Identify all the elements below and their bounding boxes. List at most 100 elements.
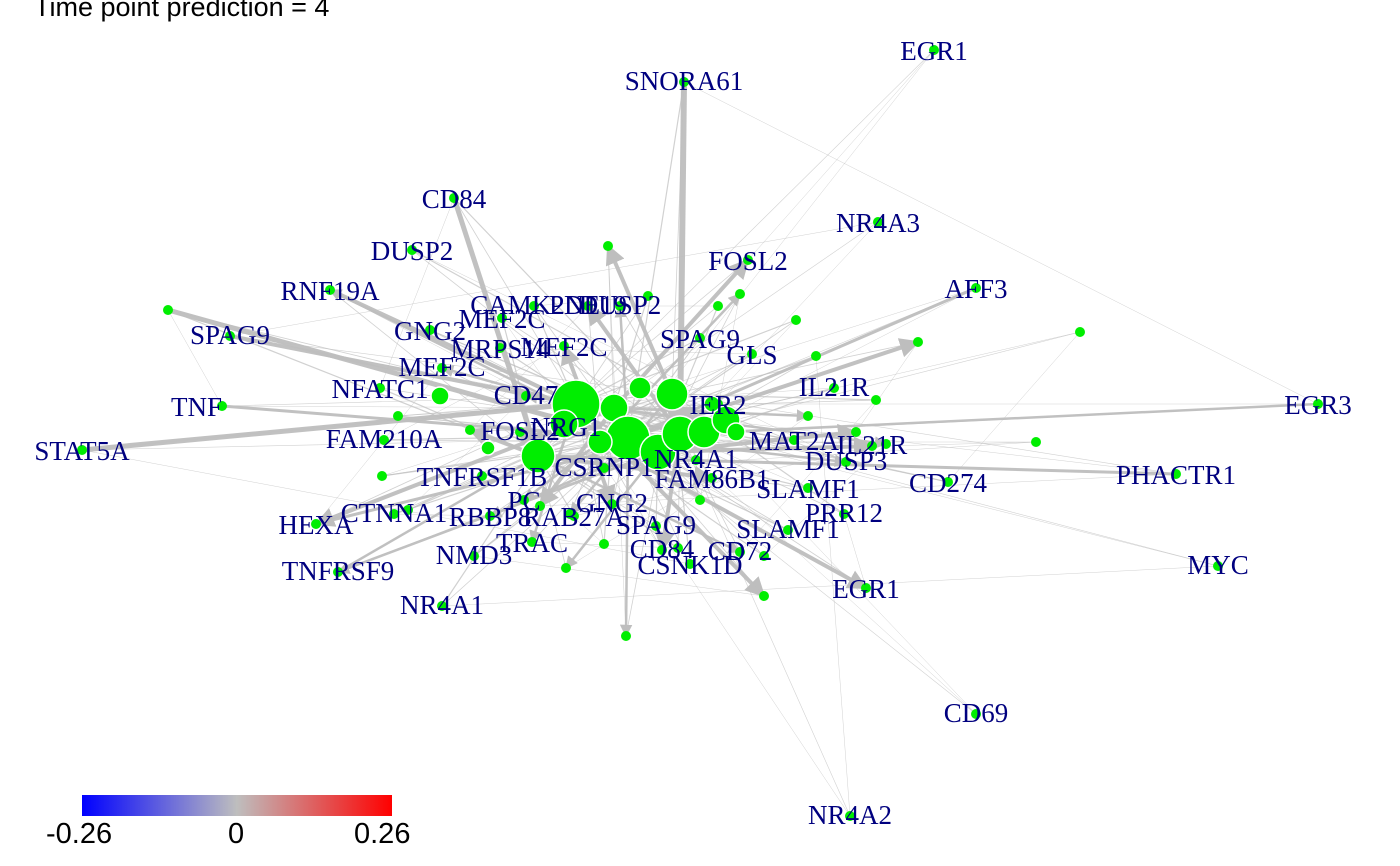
gene-label: NR4A1: [400, 590, 484, 620]
gene-label: SLAMF1: [736, 514, 840, 544]
gene-node: [621, 631, 631, 641]
gene-label: IER2: [690, 390, 747, 420]
gene-label: EGR3: [1284, 390, 1352, 420]
edge: [481, 441, 1037, 477]
edge: [441, 437, 629, 607]
gene-node: [389, 509, 399, 519]
gene-node: [561, 563, 571, 573]
edge: [441, 565, 1219, 607]
edge: [489, 441, 601, 517]
gene-hub-node: [628, 376, 652, 400]
gene-label: NR4A1: [654, 444, 738, 474]
gene-node: [529, 301, 539, 311]
edge: [315, 403, 577, 525]
gene-node: [599, 539, 609, 549]
gene-node: [759, 551, 769, 561]
plot-title: Time point prediction = 4: [34, 0, 330, 22]
gene-node: [519, 495, 529, 505]
edge: [587, 305, 601, 443]
gene-node: [791, 315, 801, 325]
gene-node: [603, 241, 613, 251]
gene-node: [403, 505, 413, 515]
gene-label: DUSP3: [805, 446, 888, 476]
edge: [717, 319, 797, 405]
edge: [671, 393, 877, 401]
edge: [699, 293, 741, 501]
gene-label: FOSL2: [480, 416, 560, 446]
gene-node: [495, 343, 505, 353]
colorbar-max-label: 0.26: [354, 818, 411, 850]
gene-label: TNF: [171, 392, 222, 422]
edge: [411, 249, 673, 395]
edge: [613, 399, 877, 409]
gene-node: [527, 537, 537, 547]
gene-label: MYC: [1187, 550, 1249, 580]
gene-label: MAT2A: [749, 426, 840, 456]
edge: [695, 459, 977, 715]
gene-node: [379, 435, 389, 445]
gene-node: [759, 591, 769, 601]
gene-node: [407, 245, 417, 255]
gene-label: MRPS14: [450, 334, 550, 364]
edge: [655, 415, 809, 527]
edge: [539, 473, 1177, 507]
gene-label: MEF2C: [398, 352, 485, 382]
gene-node: [685, 559, 695, 569]
gene-label: RBBP8: [449, 502, 532, 532]
gene-node: [437, 601, 447, 611]
gene-node: [789, 435, 799, 445]
gene-label: DUSP2: [579, 290, 662, 320]
gene-node: [841, 457, 851, 467]
gene-label: SLAMF1: [756, 474, 860, 504]
edge: [677, 433, 681, 549]
edge: [229, 221, 879, 337]
edge: [573, 445, 873, 517]
edge: [451, 197, 543, 459]
gene-node: [163, 305, 173, 315]
gene-label: HEXA: [279, 510, 354, 540]
edge: [575, 259, 749, 405]
gene-node: [375, 383, 385, 393]
gene-label: SPAG9: [616, 510, 696, 540]
label-layer: EGR1 SNORA61 CD84 NR4A3 DUSP2 FOSL2 RNF19A AFF3…: [34, 36, 1351, 830]
colorbar: [82, 795, 392, 816]
gene-label: PHACTR1: [1116, 460, 1236, 490]
edge: [619, 305, 673, 395]
gene-node: [311, 519, 321, 529]
edge: [473, 555, 765, 597]
gene-label: TNFRSF1B: [417, 462, 548, 492]
edge: [657, 441, 1037, 453]
gene-node: [747, 349, 757, 359]
gene-node: [929, 45, 939, 55]
gene-label: NRG1: [531, 412, 602, 442]
gene-label: TNFRSF9: [282, 556, 395, 586]
edge: [683, 81, 1319, 405]
gene-node: [861, 583, 871, 593]
gene-node: [971, 283, 981, 293]
gene-node: [449, 193, 459, 203]
gene-node: [521, 391, 531, 401]
gene-node: [599, 463, 609, 473]
gene-node: [811, 351, 821, 361]
gene-node: [425, 325, 435, 335]
edge: [575, 49, 935, 405]
gene-node: [437, 363, 447, 373]
edge: [81, 393, 579, 453]
colorbar-min-label: -0.26: [46, 818, 113, 850]
edge: [747, 49, 935, 261]
gene-node: [1075, 327, 1085, 337]
gene-node: [559, 341, 569, 351]
gene-node: [469, 551, 479, 561]
gene-node: [803, 411, 813, 421]
gene-label: FAM210A: [326, 424, 443, 454]
gene-node: [1313, 399, 1323, 409]
gene-node: [497, 313, 507, 323]
gene-label: NFATC1: [331, 374, 428, 404]
node-layer: [77, 45, 1323, 821]
edge: [678, 402, 1319, 440]
gene-label: SPAG9: [190, 320, 270, 350]
gene-label: NR4A2: [808, 800, 892, 830]
gene-node: [881, 439, 891, 449]
gene-label: FOSL2: [708, 246, 788, 276]
